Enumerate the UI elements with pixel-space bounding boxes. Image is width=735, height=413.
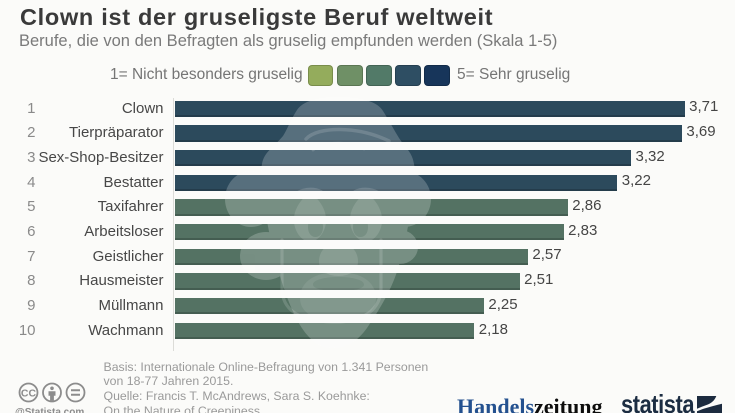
svg-text:CC: CC	[21, 388, 37, 400]
